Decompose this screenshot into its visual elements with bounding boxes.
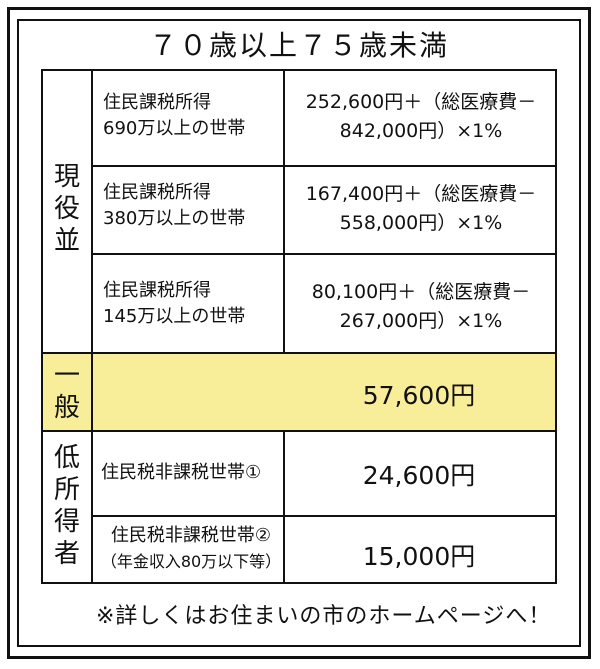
income-column-divider-bottom xyxy=(283,430,285,583)
page-title: ７０歳以上７５歳未満 xyxy=(148,29,449,62)
income-cell-380: 住民課税所得 380万以上の世帯 xyxy=(103,182,246,229)
inner-frame xyxy=(17,19,581,647)
footnote: ※詳しくはお住まいの市のホームページへ！ xyxy=(96,604,552,629)
amount-nontaxable-1: 24,600円 xyxy=(362,461,476,490)
row-divider-2 xyxy=(91,253,555,255)
formula-cell-380: 167,400円＋（総医療費－ 558,000円）×1% xyxy=(305,183,537,234)
row-divider-1 xyxy=(91,165,555,167)
cost-limit-table: 現 役 並 一 般 低 所 得 者 住民課税所得 690万以上の世帯 252,6… xyxy=(41,69,557,584)
income-cell-nontaxable-2: 住民税非課税世帯② （年金収入80万以下等） xyxy=(100,525,282,571)
income-cell-nontaxable-1: 住民税非課税世帯① xyxy=(101,462,262,483)
income-cell-690: 住民課税所得 690万以上の世帯 xyxy=(103,92,246,139)
row-divider-5 xyxy=(91,515,555,517)
group-label-current-income: 現 役 並 xyxy=(53,162,80,256)
general-row-highlight xyxy=(43,352,555,430)
income-column-divider-top xyxy=(283,71,285,352)
amount-general: 57,600円 xyxy=(362,381,476,410)
group-label-low-income: 低 所 得 者 xyxy=(53,443,80,569)
formula-cell-690: 252,600円＋（総医療費－ 842,000円）×1% xyxy=(305,91,537,142)
group-column-divider xyxy=(91,71,93,583)
outer-frame xyxy=(7,7,591,659)
formula-cell-145: 80,100円＋（総医療費－ 267,000円）×1% xyxy=(311,281,531,332)
row-divider-4 xyxy=(43,430,555,432)
income-cell-145: 住民課税所得 145万以上の世帯 xyxy=(103,280,246,327)
group-label-general: 一 般 xyxy=(53,361,80,423)
row-divider-3 xyxy=(43,352,555,354)
amount-nontaxable-2: 15,000円 xyxy=(362,542,476,571)
